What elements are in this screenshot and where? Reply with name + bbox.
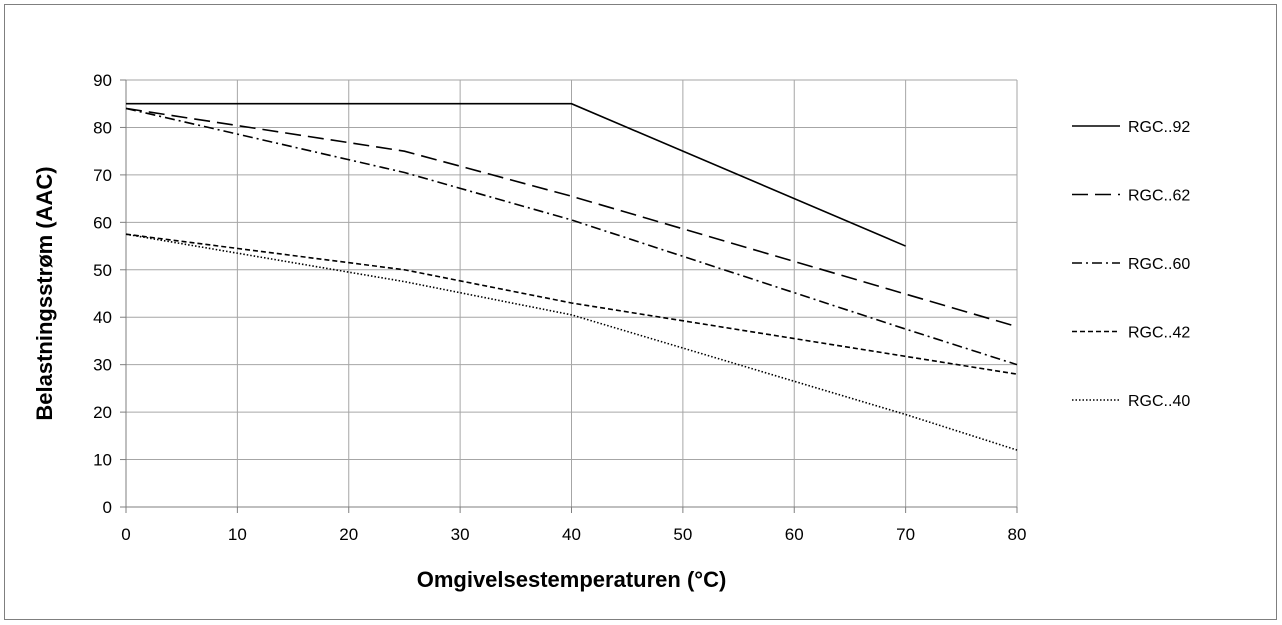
x-tick-label: 20 bbox=[339, 525, 358, 544]
series-line-rgc-60 bbox=[125, 107, 1018, 366]
y-tick-label: 40 bbox=[93, 308, 112, 327]
series-line-rgc-92 bbox=[126, 102, 906, 247]
x-tick-label: 30 bbox=[451, 525, 470, 544]
x-axis-title: Omgivelsestemperaturen (°C) bbox=[417, 567, 727, 592]
x-tick-label: 60 bbox=[785, 525, 804, 544]
y-tick-label: 50 bbox=[93, 261, 112, 280]
x-tick-label: 50 bbox=[673, 525, 692, 544]
legend-label: RGC..62 bbox=[1128, 188, 1190, 205]
y-tick-label: 70 bbox=[93, 166, 112, 185]
legend-label: RGC..92 bbox=[1128, 119, 1190, 136]
x-tick-label: 10 bbox=[228, 525, 247, 544]
tick-labels: 0 10 20 30 40 50 60 70 80 90 0 10 20 30 40 50 60 70 80 bbox=[93, 71, 1026, 544]
series-lines bbox=[125, 102, 1018, 451]
y-tick-label: 10 bbox=[93, 451, 112, 470]
gridlines bbox=[126, 79, 1018, 507]
x-tick-label: 80 bbox=[1008, 525, 1027, 544]
series-line-rgc-40 bbox=[125, 233, 1018, 451]
x-tick-label: 70 bbox=[896, 525, 915, 544]
legend-label: RGC..42 bbox=[1128, 325, 1190, 342]
y-tick-label: 60 bbox=[93, 213, 112, 232]
axes bbox=[120, 79, 1018, 513]
series-line-rgc-42 bbox=[125, 233, 1018, 375]
y-tick-label: 20 bbox=[93, 403, 112, 422]
y-axis-title: Belastningsstrøm (AAC) bbox=[32, 166, 57, 420]
chart-frame bbox=[4, 4, 1277, 620]
legend-label: RGC..40 bbox=[1128, 393, 1190, 410]
x-tick-label: 0 bbox=[121, 525, 130, 544]
legend: RGC..92 RGC..62 RGC..60 RGC..42 RGC..40 bbox=[1072, 119, 1190, 410]
y-tick-label: 90 bbox=[93, 71, 112, 90]
x-tick-label: 40 bbox=[562, 525, 581, 544]
series-line-rgc-62 bbox=[125, 107, 1018, 328]
y-tick-label: 30 bbox=[93, 356, 112, 375]
legend-label: RGC..60 bbox=[1128, 256, 1190, 273]
y-tick-label: 0 bbox=[103, 498, 112, 517]
y-tick-label: 80 bbox=[93, 118, 112, 137]
